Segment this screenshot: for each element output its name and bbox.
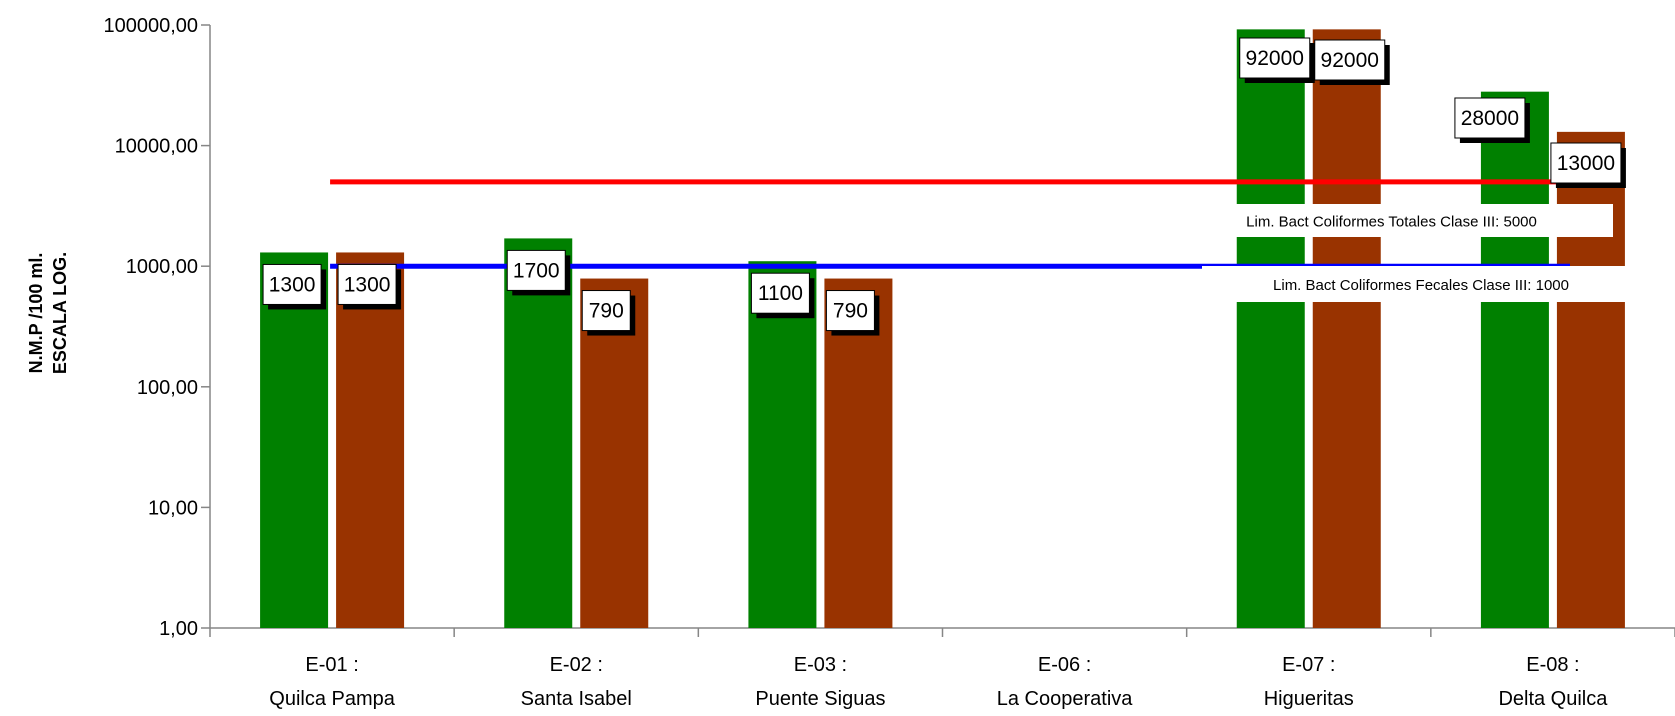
- bars: [260, 29, 1625, 629]
- data-label: 1700: [513, 259, 560, 282]
- y-axis-label-line-1: N.M.P /100 ml.: [26, 253, 46, 374]
- y-tick-label: 100000,00: [103, 15, 198, 37]
- x-category-code: E-01 :: [305, 654, 358, 676]
- data-label-box: [262, 263, 322, 305]
- data-label-box: [1239, 37, 1311, 79]
- x-category-name: Puente Siguas: [755, 688, 885, 710]
- x-category-name: Santa Isabel: [521, 688, 632, 710]
- data-label-box: [825, 290, 875, 332]
- bar: [1236, 29, 1305, 628]
- data-label: 1100: [758, 282, 803, 305]
- bar: [748, 261, 817, 628]
- data-label-box: [1550, 142, 1622, 184]
- y-tick-label: 10000,00: [115, 136, 198, 158]
- data-label: 13000: [1557, 152, 1615, 175]
- y-tick-label: 1,00: [159, 618, 198, 640]
- reference-label-box: [1170, 204, 1613, 237]
- data-label: 1300: [344, 273, 391, 296]
- data-label-box: [581, 290, 631, 332]
- reference-label: Lim. Bact Coliformes Fecales Clase III: …: [1273, 277, 1569, 294]
- y-tick-label: 1000,00: [126, 256, 198, 278]
- x-category-code: E-07 :: [1282, 654, 1335, 676]
- data-label: 28000: [1461, 107, 1519, 130]
- x-category-code: E-02 :: [550, 654, 603, 676]
- y-tick-label: 10,00: [148, 497, 198, 519]
- data-labels: Lim. Bact Coliformes Totales Clase III: …: [262, 37, 1640, 336]
- y-tick-label: 100,00: [137, 377, 198, 399]
- data-label-box: [1454, 97, 1526, 139]
- data-label-box: [506, 249, 566, 291]
- bar: [824, 278, 893, 628]
- x-category-code: E-03 :: [794, 654, 847, 676]
- x-category-code: E-08 :: [1526, 654, 1579, 676]
- data-label: 92000: [1321, 49, 1379, 72]
- data-label: 92000: [1246, 47, 1304, 70]
- data-label-box: [750, 272, 810, 314]
- x-category-code: E-06 :: [1038, 654, 1091, 676]
- reference-label-box: [1202, 266, 1640, 302]
- data-label: 790: [833, 300, 868, 323]
- bar: [1312, 29, 1381, 628]
- x-category-name: Higueritas: [1264, 688, 1354, 710]
- reference-label: Lim. Bact Coliformes Totales Clase III: …: [1246, 214, 1537, 231]
- x-category-name: Delta Quilca: [1498, 688, 1608, 710]
- y-axis-label-line-2: ESCALA LOG.: [50, 252, 70, 374]
- data-label-box: [1314, 39, 1386, 81]
- bar: [580, 278, 649, 628]
- data-label: 790: [589, 300, 624, 323]
- data-label-box: [337, 263, 397, 305]
- axes: 1,00 10,00 100,00 1000,00 10000,00 100000,00 E…: [103, 15, 1675, 710]
- bar: [504, 238, 573, 628]
- bar: [336, 252, 405, 628]
- bar: [1480, 91, 1549, 629]
- x-category-name: La Cooperativa: [997, 688, 1134, 710]
- bar: [260, 252, 329, 628]
- x-category-name: Quilca Pampa: [269, 688, 395, 710]
- data-label: 1300: [269, 273, 316, 296]
